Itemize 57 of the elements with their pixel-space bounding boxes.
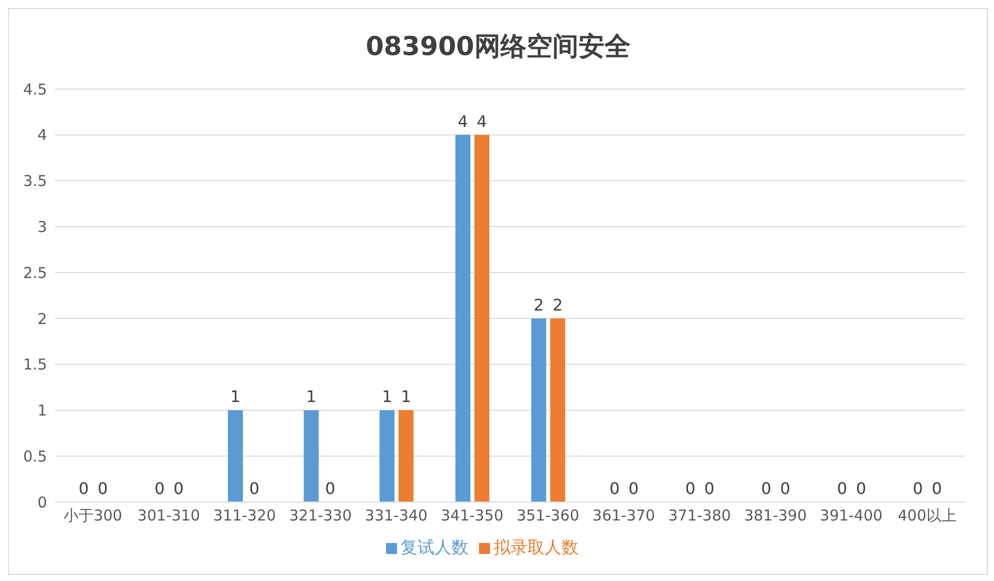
x-tick-label: 321-330 (289, 506, 352, 525)
bar (398, 410, 414, 502)
x-tick-label: 391-400 (820, 506, 883, 525)
bar (304, 410, 319, 502)
x-tick-label: 301-310 (137, 506, 200, 525)
data-label: 1 (400, 387, 412, 406)
y-tick-label: 4 (37, 126, 47, 144)
x-tick-label: 351-360 (516, 506, 580, 525)
y-tick-label: 2 (37, 310, 47, 328)
legend-label: 拟录取人数 (494, 538, 578, 558)
x-tick-label: 361-370 (592, 506, 656, 525)
bar (380, 410, 395, 502)
data-label: 0 (932, 479, 942, 498)
bar (455, 134, 470, 502)
data-label: 0 (609, 479, 620, 498)
bar (474, 134, 490, 502)
y-tick-label: 3 (37, 218, 47, 236)
data-label: 0 (761, 479, 772, 498)
data-label: 2 (534, 295, 544, 314)
y-tick-label: 2.5 (23, 264, 47, 282)
y-tick-label: 0 (37, 493, 47, 512)
data-label: 0 (685, 479, 696, 498)
x-tick-label: 311-320 (213, 506, 276, 525)
y-tick-label: 3.5 (23, 172, 47, 190)
x-tick-label: 331-340 (364, 506, 428, 525)
data-label: 2 (552, 295, 563, 314)
data-label: 0 (249, 479, 260, 498)
data-label: 0 (154, 479, 165, 498)
data-label: 0 (856, 479, 866, 498)
x-tick-label: 400以上 (898, 506, 956, 525)
data-label: 4 (458, 112, 468, 131)
data-label: 0 (912, 479, 923, 498)
data-label: 0 (628, 479, 639, 498)
x-tick-label: 371-380 (668, 506, 731, 525)
x-tick-label: 381-390 (744, 506, 807, 525)
bar (228, 410, 243, 502)
data-label: 1 (230, 387, 240, 406)
y-tick-label: 0.5 (23, 447, 47, 466)
data-label: 0 (325, 479, 336, 498)
y-tick-label: 1.5 (23, 356, 47, 374)
data-label: 0 (173, 479, 184, 498)
legend-label: 复试人数 (400, 538, 468, 558)
chart-title: 083900网络空间安全 (364, 31, 632, 64)
data-label: 4 (476, 112, 487, 131)
data-label: 1 (382, 387, 392, 406)
y-tick-label: 4.5 (23, 80, 47, 98)
data-label: 1 (306, 387, 316, 406)
data-label: 0 (780, 479, 790, 498)
y-tick-label: 1 (37, 402, 47, 420)
bar (531, 318, 546, 502)
x-tick-label: 341-350 (440, 506, 504, 525)
data-label: 0 (78, 479, 89, 498)
data-label: 0 (704, 479, 714, 498)
data-label: 0 (836, 479, 848, 498)
x-tick-label: 小于300 (64, 506, 122, 525)
data-label: 0 (98, 479, 108, 498)
bar (550, 318, 566, 502)
